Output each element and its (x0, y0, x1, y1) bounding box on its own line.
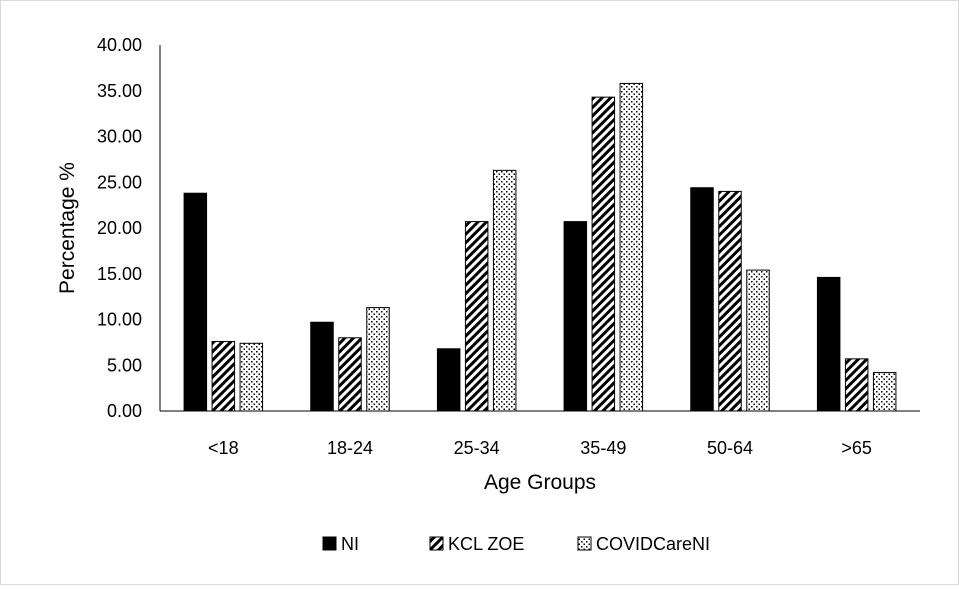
y-tick-label: 5.00 (107, 355, 142, 375)
bar-kcl-zoe (338, 337, 362, 412)
y-tick-label: 40.00 (97, 35, 142, 55)
y-tick-label: 15.00 (97, 264, 142, 284)
bar-ni (183, 192, 208, 412)
legend-label: COVIDCareNI (596, 534, 710, 554)
legend-swatch (322, 536, 337, 551)
legend-swatch (429, 536, 444, 551)
x-tick-label: 18-24 (327, 438, 373, 458)
y-tick-label: 10.00 (97, 310, 142, 330)
bar-ni (816, 276, 841, 412)
bar-kcl-zoe (211, 340, 236, 412)
bars-group (183, 82, 897, 412)
x-tick-label: 25-34 (454, 438, 500, 458)
y-tick-label: 30.00 (97, 127, 142, 147)
x-tick-label: 50-64 (707, 438, 753, 458)
y-tick-label: 35.00 (97, 81, 142, 101)
bar-covidcareni (239, 342, 264, 412)
y-tick-label: 25.00 (97, 172, 142, 192)
bar-covidcareni (746, 269, 770, 412)
bar-covidcareni (366, 307, 390, 412)
bar-ni (563, 221, 588, 412)
bar-ni (436, 348, 461, 412)
bar-kcl-zoe (591, 96, 616, 412)
x-tick-label: 35-49 (580, 438, 626, 458)
bar-ni (690, 187, 714, 412)
bar-kcl-zoe (464, 221, 489, 412)
x-tick-label: <18 (208, 438, 239, 458)
legend: NI KCL ZOE COVIDCareNI (322, 534, 710, 554)
legend-label: NI (341, 534, 359, 554)
x-axis-title: Age Groups (484, 471, 596, 494)
y-tick-label: 0.00 (107, 401, 142, 421)
bar-ni (310, 321, 334, 412)
bar-kcl-zoe (844, 358, 869, 412)
y-axis-ticks: 0.00 5.00 10.00 15.00 20.00 25.00 30.00 35.00 40… (97, 35, 142, 421)
bar-kcl-zoe (718, 190, 742, 412)
y-axis-title: Percentage % (56, 162, 79, 294)
x-axis-ticks: <18 18-24 25-34 35-49 50-64 >65 (208, 438, 872, 458)
bar-covidcareni (872, 372, 897, 412)
x-tick-label: >65 (841, 438, 872, 458)
legend-label: KCL ZOE (448, 534, 524, 554)
legend-swatch (577, 536, 592, 551)
y-tick-label: 20.00 (97, 218, 142, 238)
bar-covidcareni (619, 82, 644, 412)
bar-covidcareni (492, 169, 517, 412)
